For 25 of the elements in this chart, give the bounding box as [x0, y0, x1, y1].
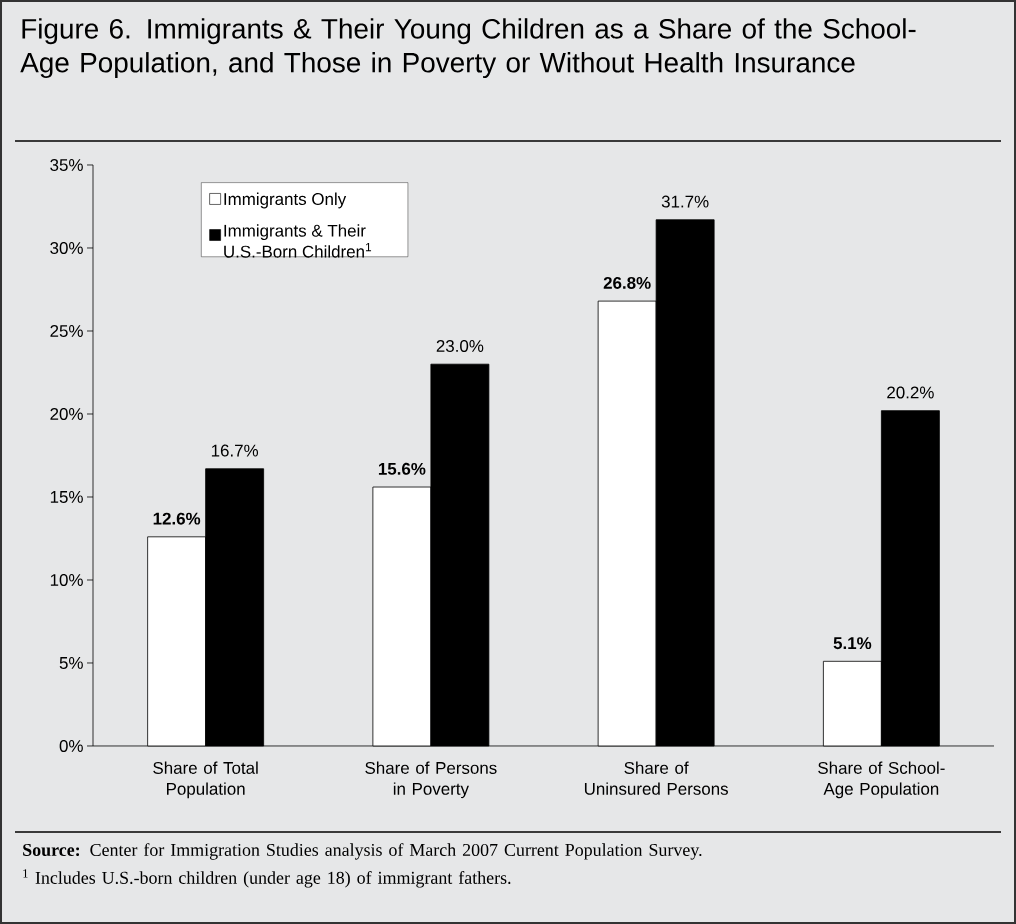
legend-label: Immigrants Only	[224, 192, 347, 209]
y-tick-label: 5%	[59, 657, 83, 669]
y-tick-label: 30%	[50, 241, 83, 254]
data-label: 31.7%	[661, 195, 709, 208]
data-label: 26.8%	[603, 276, 651, 289]
x-tick-label: Share of Uninsured Persons	[584, 761, 728, 795]
x-tick-label: Share of Total Population	[153, 761, 258, 799]
y-tick-label: 35%	[50, 158, 83, 171]
chart-title: Figure 6. Immigrants & Their Young Children as a Share of the School-Age Population, and Those in Poverty or Without Health Insurance	[20, 18, 916, 79]
y-tick-label: 0%	[59, 739, 83, 752]
text: Source: Center for Immigration Studies analysis of March 2007 Current Population Survey.	[23, 843, 702, 860]
data-label: 16.7%	[211, 444, 259, 457]
x-tick-label: Share of School-Age Population	[818, 761, 945, 799]
y-tick-label: 25%	[50, 324, 83, 337]
y-tick-label: 20%	[50, 407, 83, 420]
data-label: 12.6%	[153, 512, 201, 525]
text: $^{1}$ Includes U.S.-born children (under age 18) of immigrant fathers.	[23, 869, 511, 888]
x-tick-label: Share of Persons in Poverty	[365, 761, 497, 799]
data-label: 23.0%	[436, 339, 484, 352]
y-tick-label: 10%	[50, 573, 83, 586]
y-tick-label: 15%	[50, 491, 83, 503]
data-label: 15.6%	[378, 462, 426, 475]
data-label: 20.2%	[887, 386, 934, 399]
data-label: 5.1%	[833, 637, 872, 650]
legend-label: Immigrants & Their U.S.-Born Children$^{1}$	[224, 224, 372, 258]
